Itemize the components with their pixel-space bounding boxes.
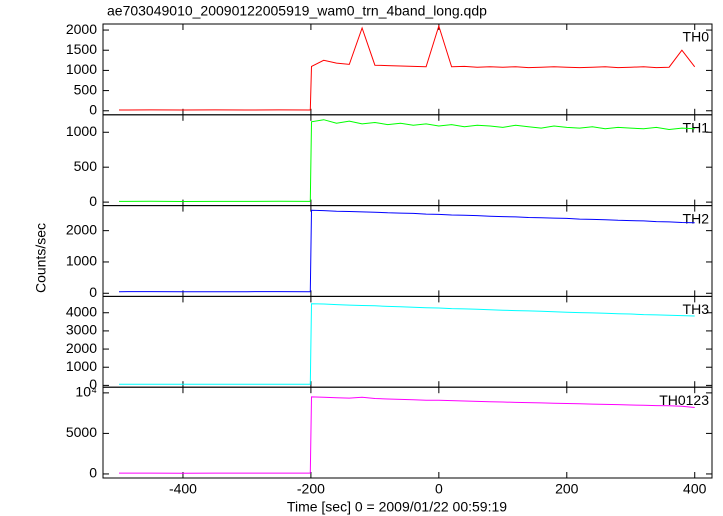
x-axis-label: Time [sec] 0 = 2009/01/22 00:59:19 (287, 499, 507, 515)
panel-frame (102, 386, 713, 479)
y-tick-label: 2000 (66, 340, 97, 356)
y-tick-label: 1000 (66, 358, 97, 374)
x-tick-label: 200 (555, 481, 579, 497)
series-label: TH2 (683, 210, 710, 226)
y-tick-label: 500 (74, 158, 98, 174)
data-line (118, 24, 696, 111)
y-tick-label: 1000 (66, 61, 97, 77)
y-tick-label: 0 (89, 284, 97, 300)
chart-title: ae703049010_20090122005919_wam0_trn_4ban… (107, 3, 487, 19)
data-line (119, 396, 695, 474)
data-line (119, 303, 695, 385)
data-line (118, 119, 695, 203)
y-tick-label: 10⁴ (75, 384, 97, 400)
y-tick-label: 3000 (66, 322, 97, 338)
y-tick-label: 5000 (66, 424, 97, 440)
series-label: TH3 (683, 301, 710, 317)
y-tick-label: 500 (74, 81, 98, 97)
x-tick-label: 0 (435, 481, 443, 497)
y-tick-label: 0 (89, 376, 97, 392)
y-tick-label: 0 (89, 193, 97, 209)
y-tick-label: 2000 (66, 21, 97, 37)
x-tick-label: -200 (297, 481, 325, 497)
panel-frame (102, 205, 713, 297)
y-tick-label: 1000 (66, 253, 97, 269)
x-tick-label: 400 (683, 481, 707, 497)
y-axis-label: Counts/sec (33, 223, 49, 293)
y-tick-label: 2000 (66, 221, 97, 237)
series-label: TH0 (683, 29, 710, 45)
x-tick-label: -400 (169, 481, 197, 497)
y-tick-label: 0 (89, 101, 97, 117)
y-tick-label: 4000 (66, 303, 97, 319)
panel-frame (102, 295, 713, 388)
y-tick-label: 1000 (66, 123, 97, 139)
panel-frame (102, 114, 713, 207)
y-tick-label: 0 (89, 465, 97, 481)
y-tick-label: 1500 (66, 41, 97, 57)
series-label: TH0123 (659, 392, 709, 408)
data-line (118, 209, 695, 293)
panel-frame (102, 23, 713, 116)
series-label: TH1 (683, 120, 710, 136)
